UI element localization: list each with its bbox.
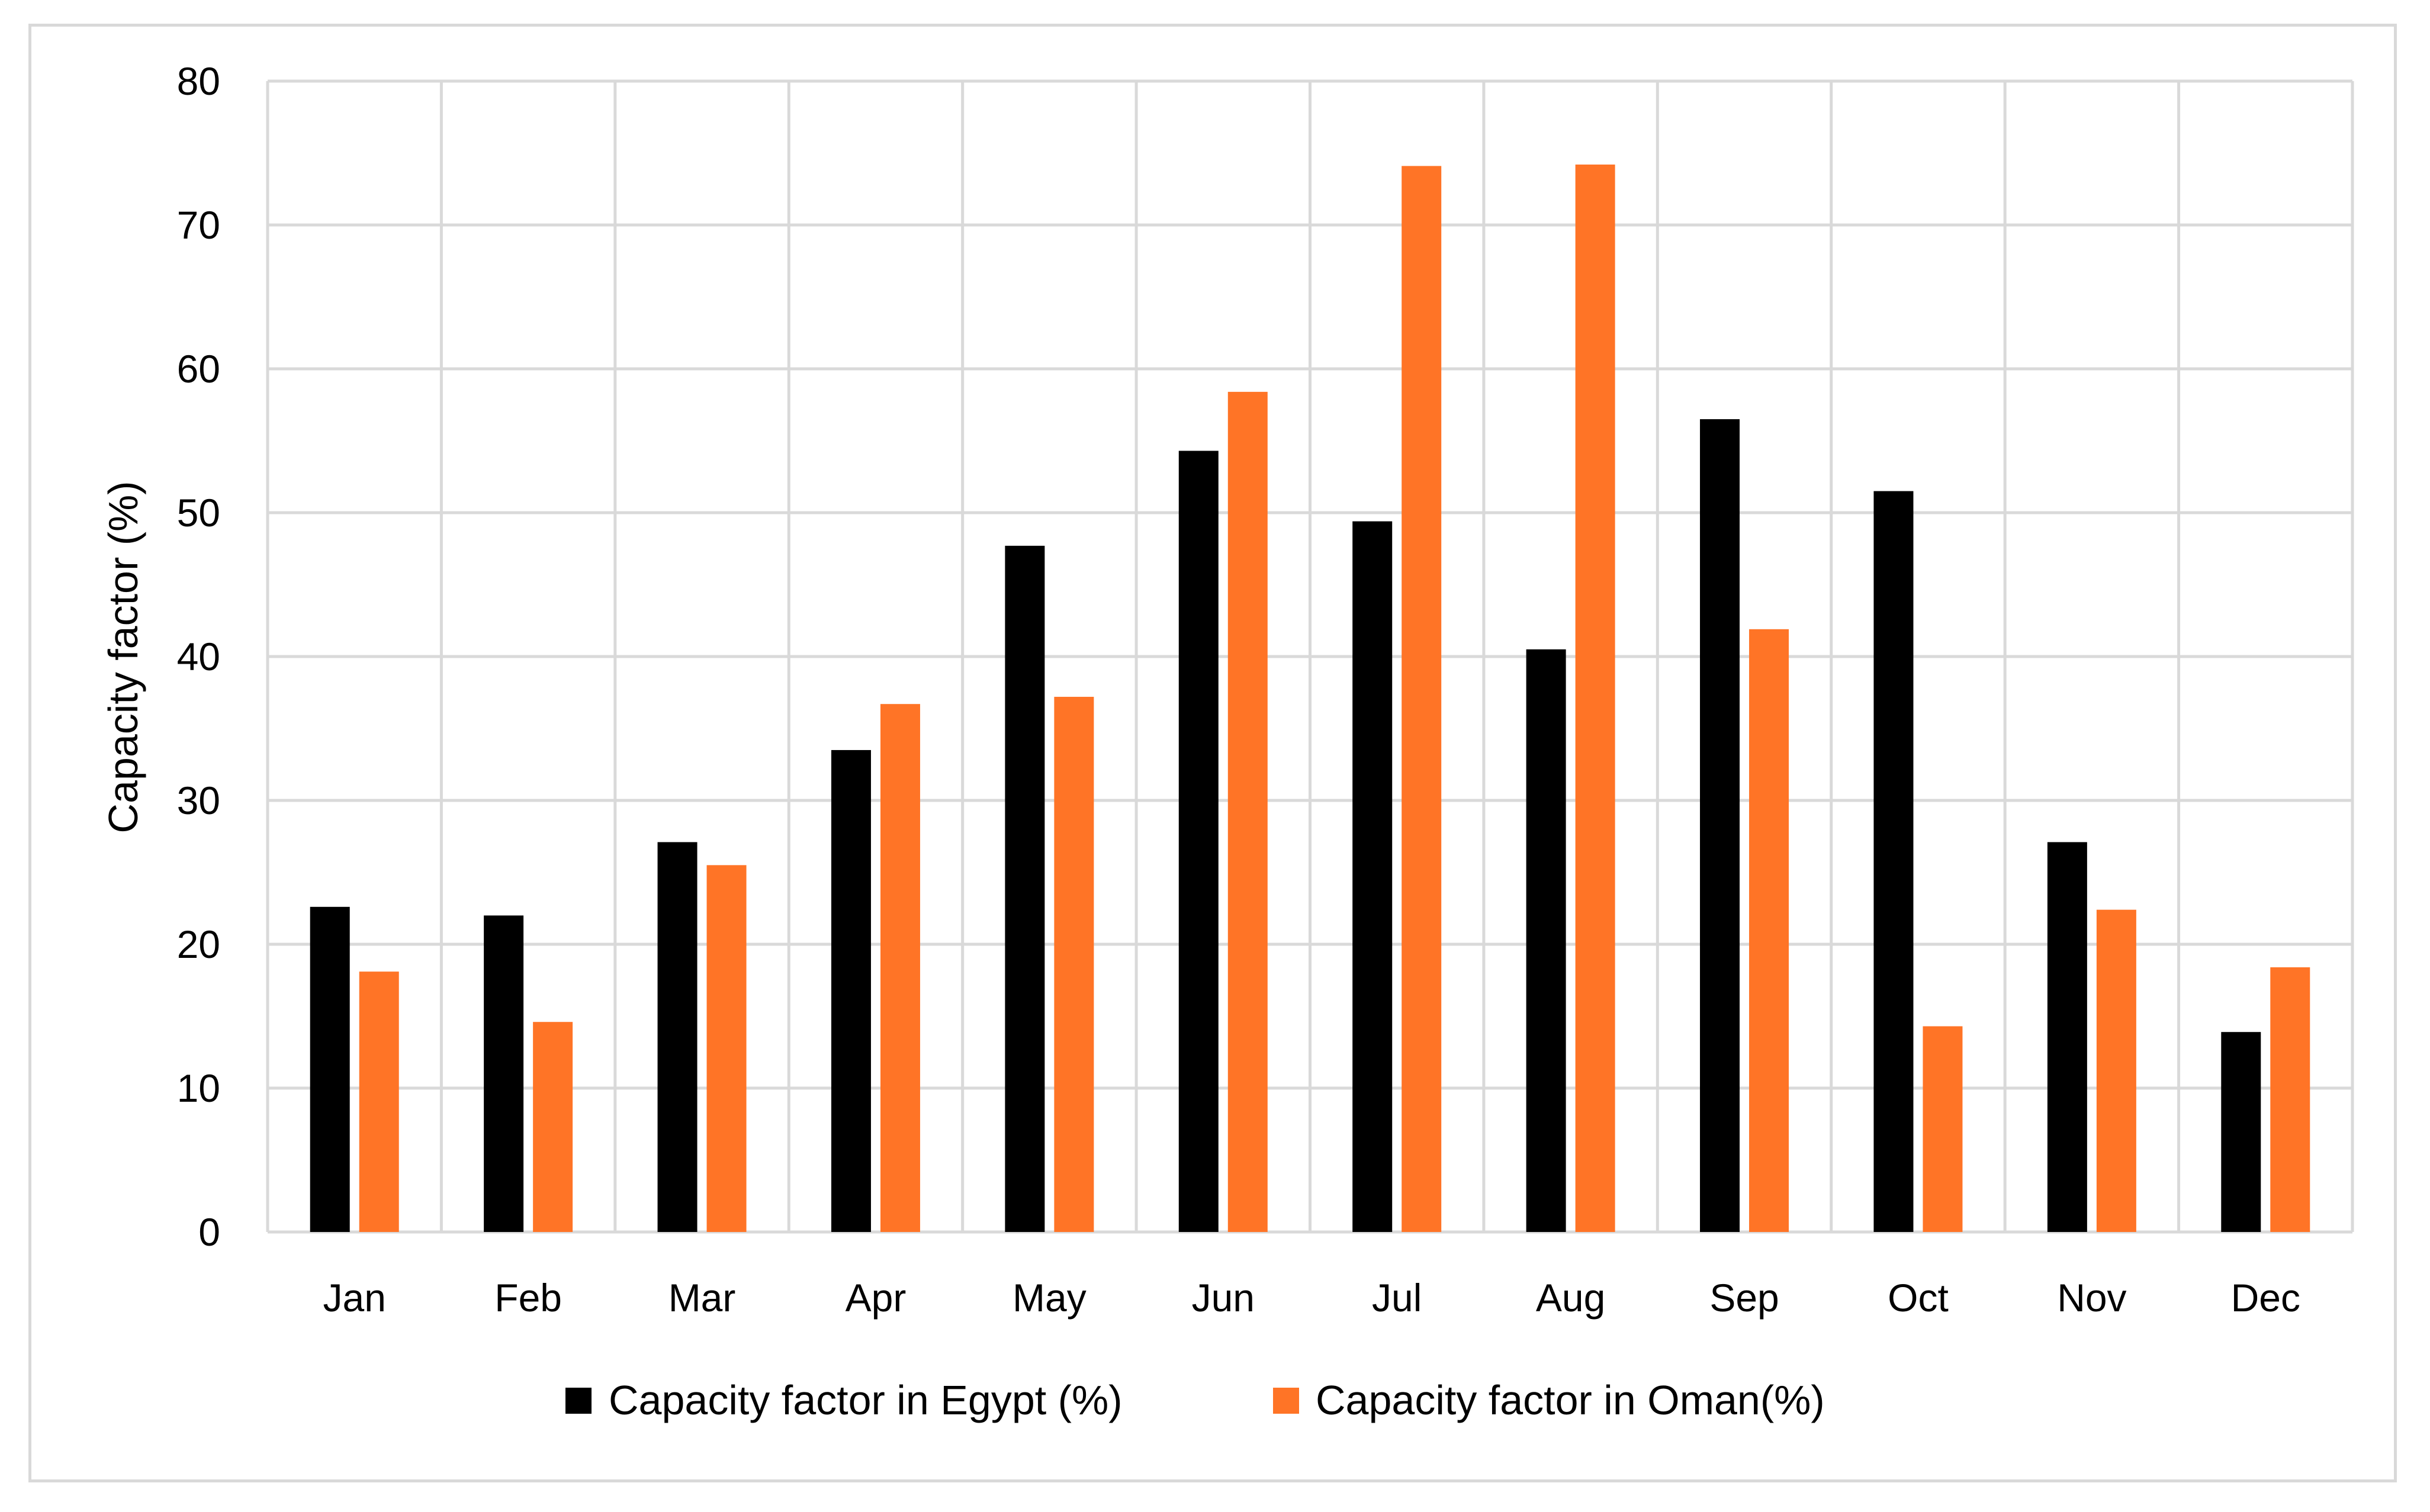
x-tick-label: Sep xyxy=(1709,1276,1779,1320)
y-tick-label: 30 xyxy=(177,778,220,822)
bar-oman-aug xyxy=(1575,164,1615,1233)
x-tick-label: May xyxy=(1012,1276,1087,1320)
x-tick-label: Mar xyxy=(668,1276,736,1320)
bars xyxy=(310,164,2310,1233)
y-tick-label: 40 xyxy=(177,635,220,678)
x-tick-label: Jan xyxy=(323,1276,385,1320)
legend-swatch-oman xyxy=(1273,1388,1299,1414)
bar-oman-dec xyxy=(2270,967,2310,1232)
bar-oman-feb xyxy=(533,1022,573,1232)
bar-oman-jul xyxy=(1402,166,1442,1232)
y-axis-title: Capacity factor (%) xyxy=(100,481,146,833)
y-tick-label: 10 xyxy=(177,1066,220,1110)
bar-egypt-sep xyxy=(1700,419,1740,1232)
y-tick-label: 20 xyxy=(177,922,220,966)
y-tick-label: 0 xyxy=(198,1210,220,1254)
x-tick-label: Feb xyxy=(494,1276,562,1320)
x-tick-label: Nov xyxy=(2057,1276,2126,1320)
x-tick-label: Dec xyxy=(2231,1276,2300,1320)
bar-egypt-may xyxy=(1005,545,1045,1232)
bar-egypt-jan xyxy=(310,906,350,1232)
bar-egypt-oct xyxy=(1873,491,1914,1232)
y-tick-label: 70 xyxy=(177,203,220,247)
bar-oman-may xyxy=(1054,697,1094,1232)
y-axis-ticks: 0 10 20 30 40 50 60 70 80 xyxy=(177,59,220,1254)
bar-egypt-aug xyxy=(1526,649,1566,1232)
legend-label-egypt: Capacity factor in Egypt (%) xyxy=(609,1377,1123,1423)
x-tick-label: Jul xyxy=(1372,1276,1422,1320)
x-tick-label: Aug xyxy=(1536,1276,1605,1320)
bar-oman-sep xyxy=(1749,629,1789,1232)
bar-oman-oct xyxy=(1923,1026,1963,1232)
x-tick-label: Oct xyxy=(1888,1276,1949,1320)
bar-egypt-dec xyxy=(2221,1032,2261,1232)
bar-oman-jan xyxy=(359,971,399,1232)
y-tick-label: 50 xyxy=(177,491,220,535)
bar-egypt-mar xyxy=(657,842,698,1232)
gridlines xyxy=(266,79,2354,1234)
x-tick-label: Apr xyxy=(846,1276,907,1320)
bar-egypt-feb xyxy=(484,915,524,1232)
x-axis-ticks: Jan Feb Mar Apr May Jun Jul Aug Sep Oct Nov Dec xyxy=(323,1276,2300,1320)
legend-label-oman: Capacity factor in Oman(%) xyxy=(1316,1377,1825,1423)
legend: Capacity factor in Egypt (%) Capacity fac… xyxy=(565,1377,1825,1423)
bar-egypt-nov xyxy=(2047,842,2087,1232)
bar-oman-jun xyxy=(1227,391,1268,1232)
y-tick-label: 60 xyxy=(177,347,220,391)
bar-egypt-apr xyxy=(831,749,871,1232)
bar-oman-nov xyxy=(2096,909,2136,1232)
legend-swatch-egypt xyxy=(565,1388,592,1414)
x-tick-label: Jun xyxy=(1192,1276,1255,1320)
bar-egypt-jul xyxy=(1352,521,1393,1232)
bar-oman-mar xyxy=(706,865,747,1232)
bar-egypt-jun xyxy=(1178,451,1219,1232)
y-tick-label: 80 xyxy=(177,59,220,103)
bar-oman-apr xyxy=(880,704,920,1232)
